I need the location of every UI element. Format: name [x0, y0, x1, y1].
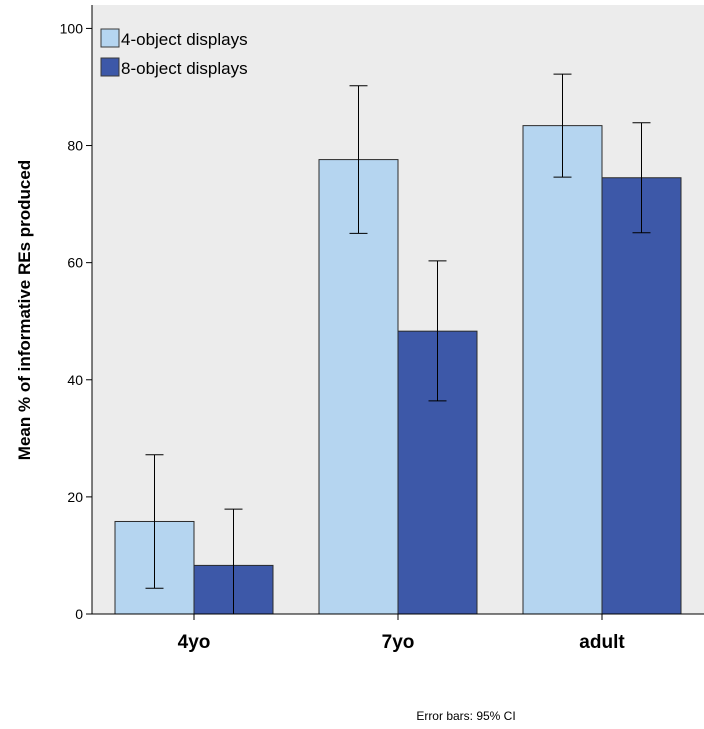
y-tick-label: 20 [67, 489, 83, 505]
x-tick-label-4yo: 4yo [178, 632, 211, 653]
legend-swatch-4-object [100, 28, 120, 48]
y-tick-label: 0 [75, 606, 83, 622]
legend-swatch-8-object [100, 57, 120, 77]
legend: 4-object displays 8-object displays [100, 28, 248, 78]
y-tick-label: 40 [67, 372, 83, 388]
bar-adult-series-2 [601, 177, 682, 615]
legend-label-8-object: 8-object displays [121, 59, 248, 78]
y-axis-label: Mean % of informative REs produced [15, 160, 34, 460]
bar-adult-series-1 [522, 125, 603, 615]
x-tick-label-7yo: 7yo [382, 632, 415, 653]
x-axis: 4yo 7yo adult [92, 613, 704, 653]
y-axis: 0 20 40 60 80 100 [60, 5, 93, 622]
y-tick-label: 100 [60, 20, 84, 36]
error-bars-footnote: Error bars: 95% CI [416, 709, 515, 723]
error-bars [145, 73, 651, 614]
y-tick-label: 60 [67, 255, 83, 271]
y-tick-label: 80 [67, 138, 83, 154]
x-tick-label-adult: adult [579, 632, 625, 653]
legend-label-4-object: 4-object displays [121, 30, 248, 49]
